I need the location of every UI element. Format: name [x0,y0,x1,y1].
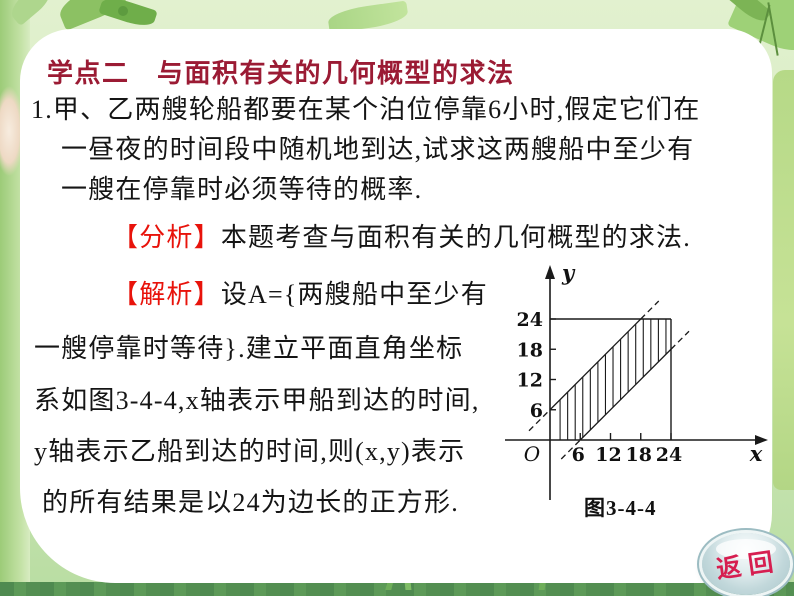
svg-text:24: 24 [656,444,682,466]
analysis-tag: 【分析】 [112,223,221,252]
problem-line-2: 一昼夜的时间段中随机地到达,试求这两艘船中至少有 [61,135,695,164]
solution-line-3: 系如图3-4-4,x轴表示甲船到达的时间, [34,386,480,415]
svg-text:6: 6 [530,400,543,422]
svg-text:18: 18 [517,339,543,361]
page-title: 学点二 与面积有关的几何概型的求法 [47,59,515,88]
svg-text:O: O [524,442,540,466]
svg-text:18: 18 [626,444,652,466]
solution-text-1: 设A={两艘船中至少有 [220,280,488,309]
svg-text:12: 12 [595,444,621,466]
solution-line-1: 【解析】设A={两艘船中至少有 [112,279,488,311]
svg-text:12: 12 [517,370,543,392]
analysis-line: 【分析】本题考查与面积有关的几何概型的求法. [112,222,691,254]
solution-tag: 【解析】 [112,280,221,309]
svg-text:x: x [749,441,763,466]
solution-line-2: 一艘停靠时等待}.建立平面直角坐标 [34,334,464,363]
svg-text:y: y [561,260,576,285]
problem-line-1: 1.甲、乙两艘轮船都要在某个泊位停靠6小时,假定它们在 [31,95,701,124]
back-button[interactable]: 返回 [702,533,790,595]
figure-3-4-4: 6 12 18 24 6 12 18 24 y x O [500,258,792,510]
svg-text:6: 6 [572,444,585,466]
back-button-label: 返回 [714,548,782,585]
solution-line-5: 的所有结果是以24为边长的正方形. [42,488,459,517]
leaf-icon [98,0,158,31]
grass-band [0,582,794,596]
analysis-text: 本题考查与面积有关的几何概型的求法. [220,223,691,252]
sprout-icon [118,6,128,16]
figure-caption: 图3-4-4 [584,496,657,520]
content-panel [20,29,772,583]
right-border-decoration [773,70,794,490]
svg-text:24: 24 [517,309,543,331]
solution-line-4: y轴表示乙船到达的时间,则(x,y)表示 [34,437,466,466]
problem-line-3: 一艘在停靠时必须等待的概率. [61,175,423,204]
